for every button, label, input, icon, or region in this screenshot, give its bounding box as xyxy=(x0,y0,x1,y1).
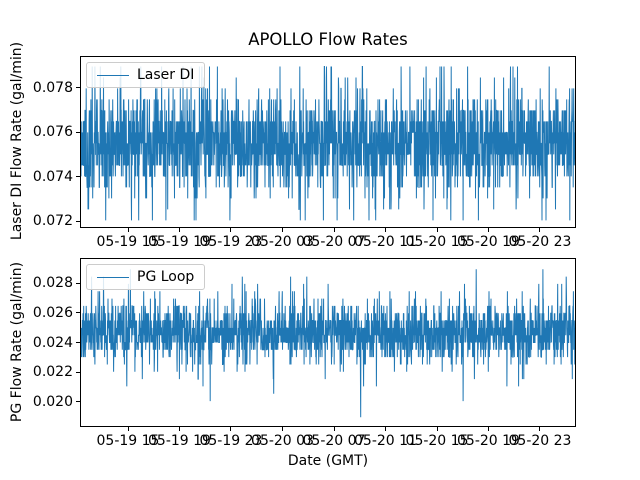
y-tick-label: 0.022 xyxy=(32,364,73,381)
x-tick-label: 05-19 19 xyxy=(148,433,211,449)
x-tick xyxy=(127,228,129,232)
x-tick-label: 05-20 19 xyxy=(457,433,520,449)
x-tick-label: 05-20 19 xyxy=(457,234,520,250)
y-tick-label: 0.026 xyxy=(32,304,73,321)
x-tick xyxy=(178,228,180,232)
x-tick xyxy=(436,427,438,431)
y-tick xyxy=(76,282,80,284)
pg-loop-legend-line-sample xyxy=(97,276,129,278)
x-tick-label: 05-20 23 xyxy=(508,433,572,449)
y-tick-label: 0.020 xyxy=(32,393,73,410)
x-tick xyxy=(127,427,129,431)
x-tick-label: 05-20 07 xyxy=(302,433,366,449)
pg-loop-legend-label: PG Loop xyxy=(137,269,195,285)
x-tick xyxy=(333,228,335,232)
x-tick xyxy=(230,427,232,431)
pg-loop-plot-canvas xyxy=(81,269,575,418)
x-tick-label: 05-20 03 xyxy=(251,433,314,449)
x-tick-label: 05-19 15 xyxy=(96,433,160,449)
y-tick-label: 0.078 xyxy=(32,79,73,96)
legend-laser-di: Laser DI xyxy=(86,62,206,88)
x-axis-label: Date (GMT) xyxy=(287,453,369,469)
laser-di-legend-label: Laser DI xyxy=(137,67,195,83)
x-tick-label: 05-19 23 xyxy=(199,234,263,250)
x-tick-label: 05-19 19 xyxy=(148,234,211,250)
x-tick xyxy=(488,427,489,431)
y-tick xyxy=(76,401,80,403)
x-tick-label: 05-20 11 xyxy=(354,433,417,449)
x-tick-label: 05-20 23 xyxy=(508,234,572,250)
x-tick xyxy=(384,228,386,232)
x-tick xyxy=(333,427,335,431)
x-tick-label: 05-20 03 xyxy=(251,234,314,250)
y-tick-label: 0.072 xyxy=(32,213,73,230)
legend-pg-loop: PG Loop xyxy=(86,264,206,290)
x-tick-label: 05-20 15 xyxy=(405,433,469,449)
x-tick xyxy=(539,427,541,431)
x-tick xyxy=(436,228,438,232)
y-axis-label-pg-loop: PG Flow Rate (gal/min) xyxy=(9,261,25,422)
x-tick xyxy=(539,228,541,232)
y-tick xyxy=(76,131,80,133)
x-tick-label: 05-20 11 xyxy=(354,234,417,250)
laser-di-series-line xyxy=(81,66,575,221)
x-tick xyxy=(384,427,386,431)
y-tick xyxy=(76,87,80,89)
chart-title: APOLLO Flow Rates xyxy=(248,30,408,49)
laser-di-legend-line-sample xyxy=(97,74,129,76)
x-tick xyxy=(282,427,284,431)
y-tick-label: 0.024 xyxy=(32,334,73,351)
x-tick-label: 05-19 23 xyxy=(199,433,263,449)
y-tick xyxy=(76,342,80,343)
x-tick xyxy=(230,228,232,232)
y-tick-label: 0.028 xyxy=(32,275,73,292)
y-tick xyxy=(76,220,80,222)
y-tick-label: 0.076 xyxy=(32,124,73,141)
y-tick-label: 0.074 xyxy=(32,168,73,185)
pg-loop-series-line xyxy=(81,269,575,418)
y-tick xyxy=(76,312,80,314)
x-tick xyxy=(178,427,180,431)
x-tick xyxy=(282,228,284,232)
y-tick xyxy=(76,371,80,373)
x-tick-label: 05-20 15 xyxy=(405,234,469,250)
x-tick-label: 05-20 07 xyxy=(302,234,366,250)
x-tick xyxy=(488,228,489,232)
y-tick xyxy=(76,176,80,178)
x-tick-label: 05-19 15 xyxy=(96,234,160,250)
laser-di-plot-canvas xyxy=(81,66,575,221)
